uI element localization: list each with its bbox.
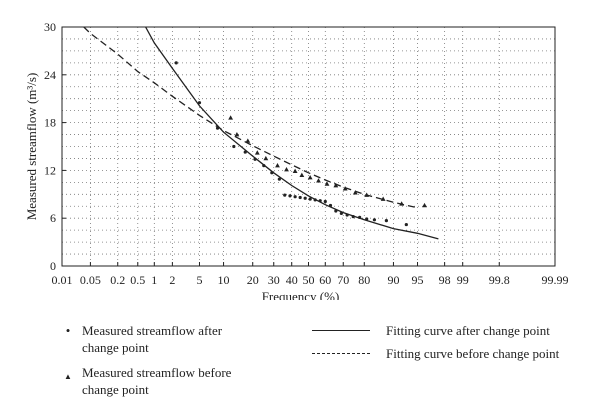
streamflow-frequency-chart: 0 6 12 18 24 30 0.01 0.05 0.2 0.5 1 2 5 10 20 30 40 50 60 7…: [24, 20, 569, 300]
x-tick-label: 0.01: [52, 273, 73, 287]
series-layer: [83, 27, 439, 240]
axes: 0 6 12 18 24 30 0.01 0.05 0.2 0.5 1 2 5 10 20 30 40 50 60 7…: [24, 20, 569, 300]
x-tick-label: 0.05: [80, 273, 101, 287]
x-tick-label: 99.99: [542, 273, 569, 287]
fitting-curve-before: [83, 27, 418, 209]
y-tick-label: 6: [50, 211, 56, 225]
x-tick-label: 50: [303, 273, 315, 287]
x-tick-label: 1: [151, 273, 157, 287]
point-before: [228, 115, 234, 120]
triangle-marker-icon: ▲: [64, 372, 72, 381]
x-tick-label: 99: [457, 273, 469, 287]
x-tick-label: 90: [387, 273, 399, 287]
point-after: [232, 144, 236, 149]
y-tick-label: 30: [44, 20, 56, 34]
point-after: [404, 222, 408, 227]
point-after: [283, 193, 287, 197]
y-tick-label: 0: [50, 259, 56, 273]
x-tick-label: 20: [247, 273, 259, 287]
point-after: [174, 61, 178, 65]
grid: [61, 27, 556, 266]
x-tick-label: 5: [196, 273, 202, 287]
point-before: [352, 190, 358, 195]
dashed-line-icon: [312, 353, 370, 354]
point-after: [308, 197, 312, 201]
x-axis-title: Frequency (%): [262, 289, 340, 300]
point-after: [197, 101, 202, 105]
solid-line-icon: [312, 330, 370, 331]
legend-label: Measured streamflow before change point: [82, 365, 232, 397]
point-before: [254, 150, 260, 155]
x-tick-label: 95: [412, 273, 424, 287]
x-tick-label: 10: [218, 273, 230, 287]
point-after: [277, 177, 281, 181]
point-before: [245, 138, 251, 143]
legend-label: Fitting curve after change point: [386, 323, 550, 338]
point-after: [384, 218, 388, 223]
point-before: [292, 168, 298, 173]
point-after: [323, 199, 327, 204]
x-tick-label: 2: [169, 273, 175, 287]
y-tick-label: 18: [44, 116, 56, 130]
x-tick-label: 80: [358, 273, 370, 287]
x-tick-label: 0.2: [110, 273, 125, 287]
point-before: [422, 202, 427, 208]
point-before: [275, 163, 280, 168]
x-tick-label: 60: [319, 273, 331, 287]
point-after: [303, 196, 307, 200]
x-tick-label: 30: [268, 273, 280, 287]
point-before: [316, 178, 321, 183]
point-after: [293, 195, 297, 199]
y-tick-label: 24: [44, 68, 56, 82]
y-axis-title: Measured streamflow (m³/s): [24, 73, 39, 221]
point-before: [234, 131, 240, 137]
legend-label: Fitting curve before change point: [386, 346, 560, 361]
point-after: [288, 194, 292, 198]
plot-frame: [61, 26, 556, 267]
point-before: [324, 181, 330, 186]
dot-marker-icon: •: [65, 323, 71, 338]
x-tick-label: 99.8: [489, 273, 510, 287]
x-tick-label: 0.5: [130, 273, 145, 287]
point-before: [299, 172, 305, 177]
legend-label: Measured streamflow after change point: [82, 323, 223, 355]
x-tick-label: 70: [337, 273, 349, 287]
y-tick-label: 12: [44, 163, 56, 177]
point-before: [307, 174, 313, 180]
x-tick-label: 40: [286, 273, 298, 287]
point-after: [372, 218, 377, 222]
point-before: [333, 182, 339, 188]
x-tick-label: 98: [439, 273, 451, 287]
point-before: [263, 155, 269, 161]
point-after: [298, 195, 302, 200]
point-before: [284, 167, 289, 172]
fitting-curve-after: [145, 27, 439, 240]
